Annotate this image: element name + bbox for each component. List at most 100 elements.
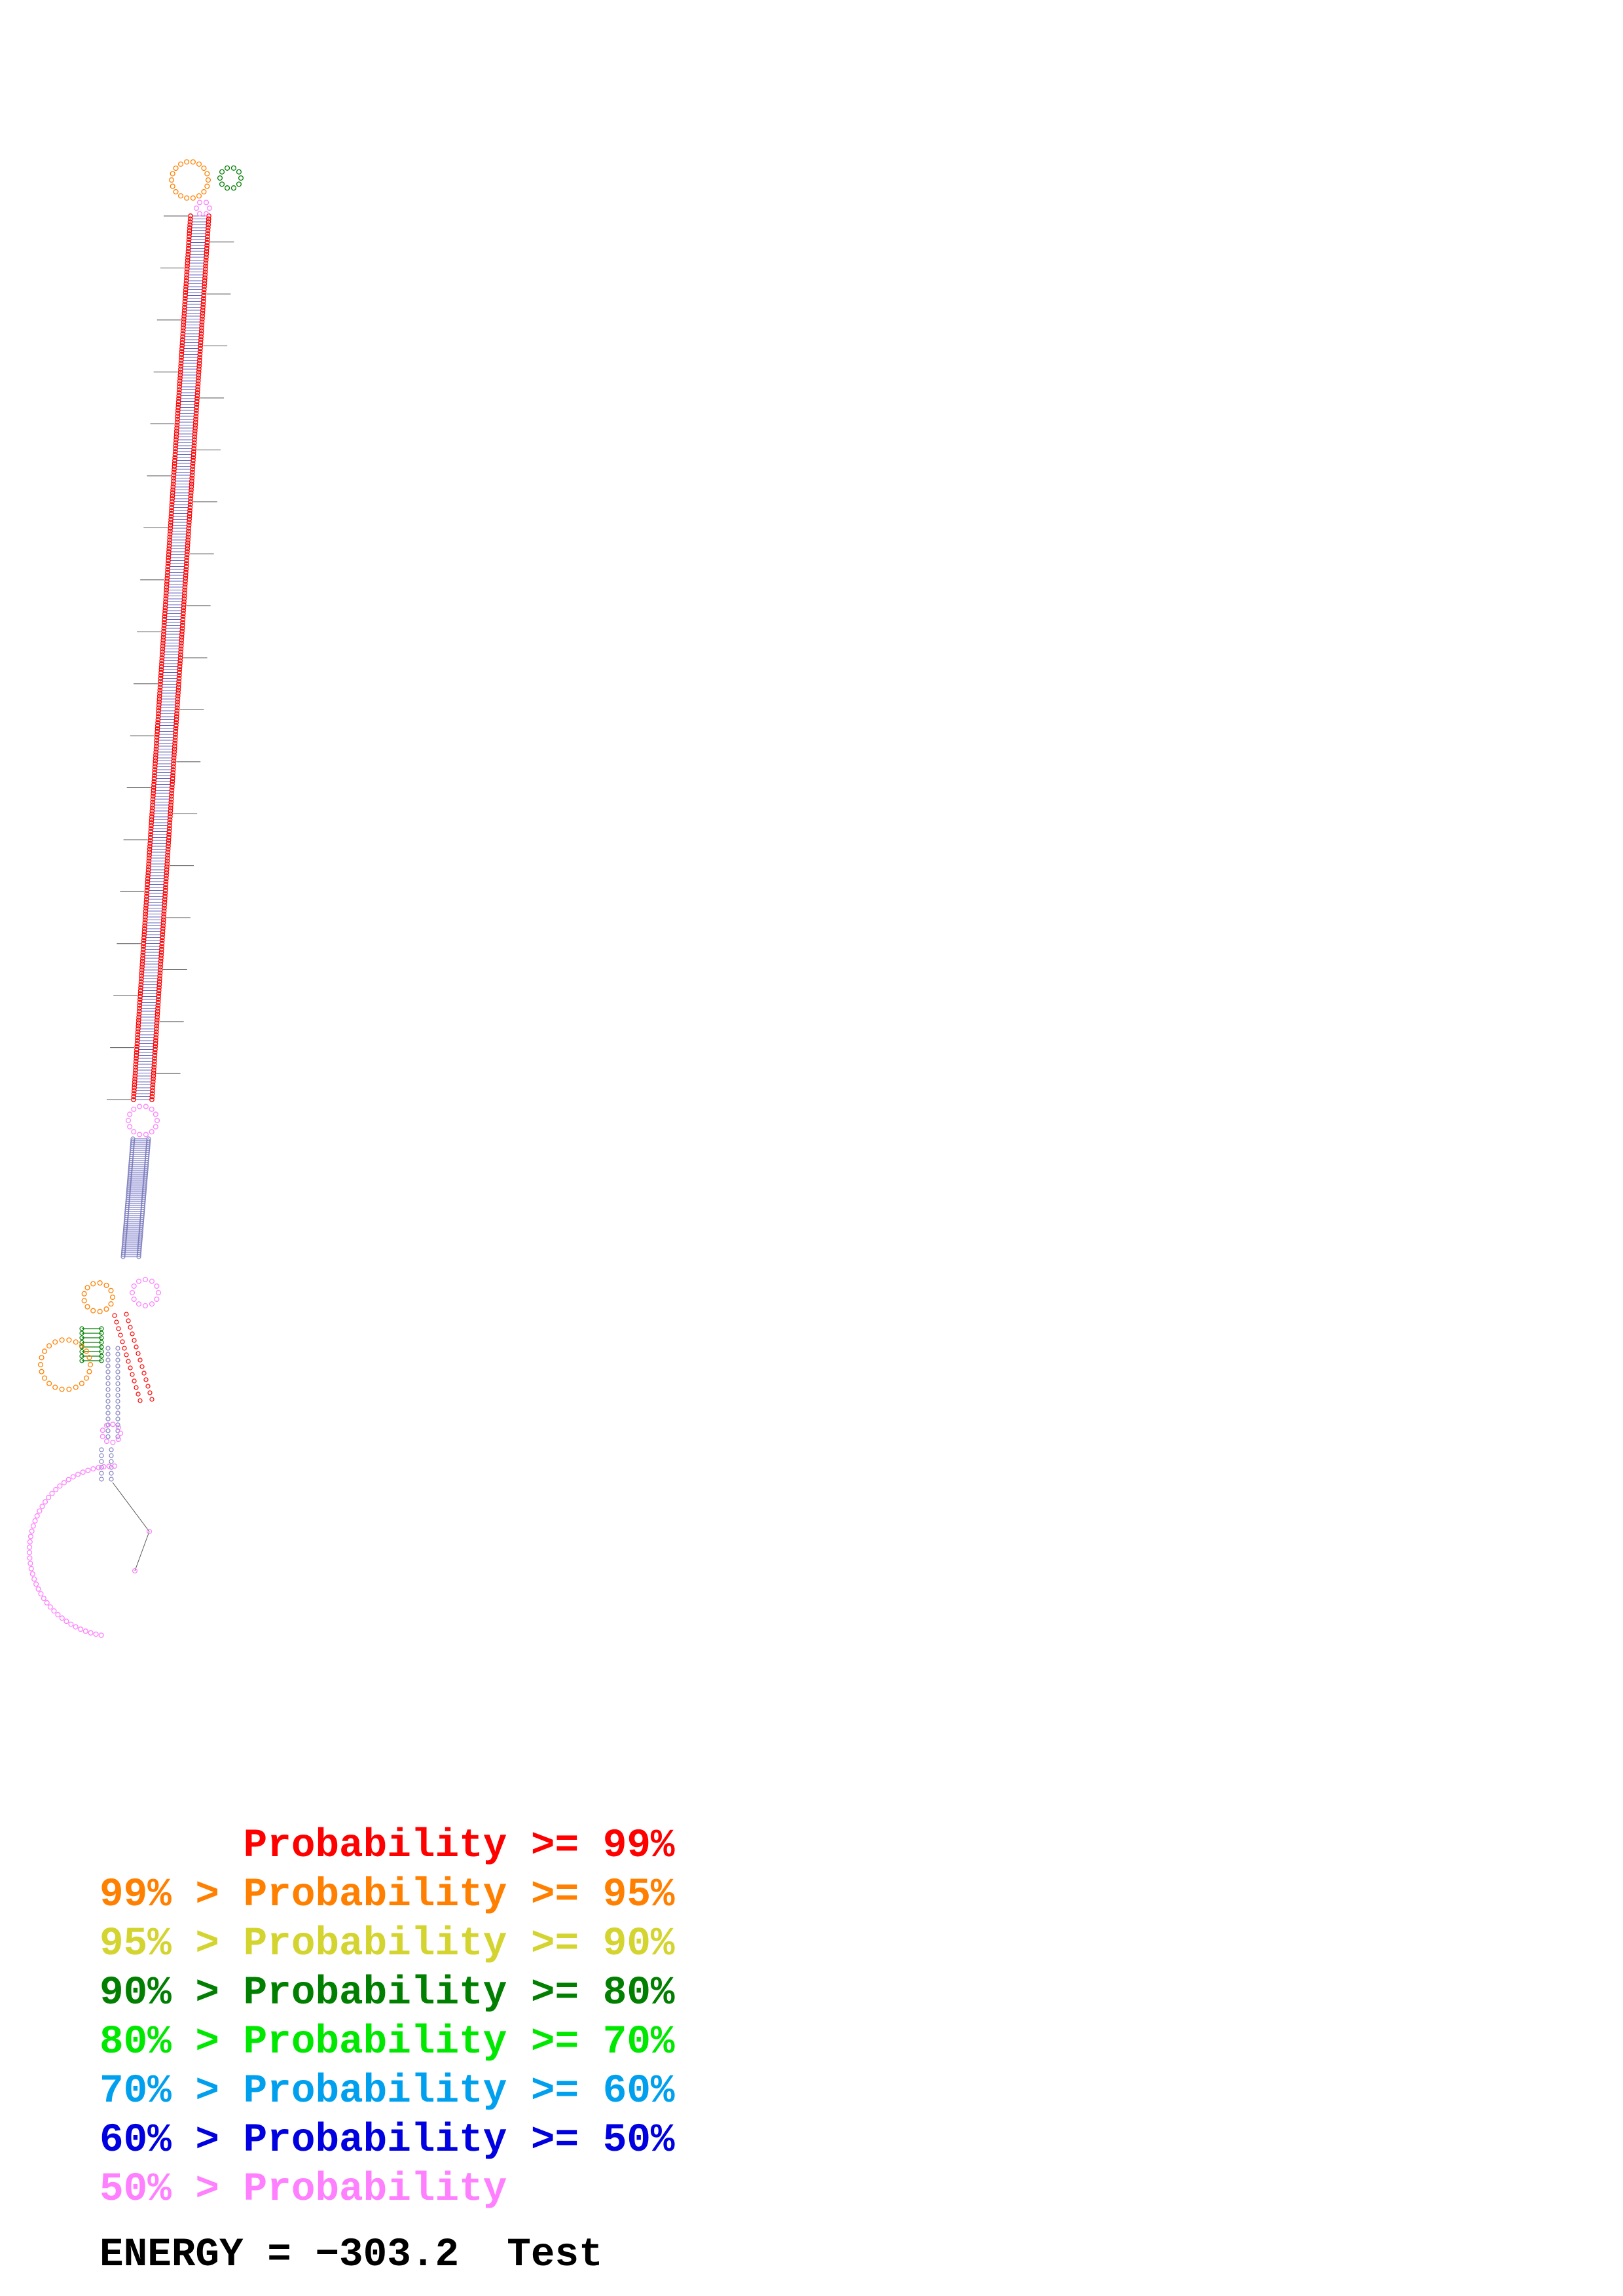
nucleotide-right — [155, 1003, 161, 1008]
nucleotide-left — [140, 952, 146, 958]
nucleotide-right — [204, 251, 210, 257]
nucleotide-right — [115, 1399, 120, 1404]
nucleotide-right — [172, 749, 177, 755]
nucleotide-right — [99, 1331, 104, 1336]
nucleotide-right — [168, 808, 173, 814]
nucleotide-right — [198, 346, 203, 351]
nucleotide-left — [164, 573, 170, 578]
nucleotide-left — [136, 1391, 141, 1397]
nucleotide-left — [139, 976, 144, 982]
nucleotide-left — [183, 287, 189, 293]
nucleotide-left — [162, 614, 168, 619]
nucleotide-left — [140, 956, 145, 961]
nucleotide-left — [141, 944, 146, 949]
multiloop-junction — [149, 1278, 155, 1284]
nucleotide-right — [171, 758, 177, 764]
exterior-loop-arc — [64, 1619, 69, 1624]
nucleotide-right — [196, 375, 201, 381]
nucleotide-left — [155, 732, 160, 737]
internal-loop-1 — [143, 1103, 149, 1109]
nucleotide-left — [132, 1082, 137, 1088]
nucleotide-left — [159, 658, 165, 664]
nucleotide-right — [185, 546, 191, 552]
nucleotide-left — [161, 622, 167, 628]
nucleotide-right — [115, 1410, 120, 1416]
branch-hairpin-2 — [59, 1337, 65, 1343]
nucleotide-left — [163, 593, 169, 599]
nucleotide-right — [200, 298, 206, 304]
nucleotide-left — [182, 302, 188, 307]
nucleotide-left — [175, 414, 181, 419]
nucleotide-left — [99, 1471, 104, 1476]
hairpin-loop-top — [184, 159, 190, 165]
nucleotide-right — [152, 1056, 157, 1061]
nucleotide-right — [180, 617, 186, 622]
nucleotide-right — [150, 1088, 155, 1094]
branch-hairpin-2 — [73, 1339, 79, 1345]
exterior-loop-arc — [37, 1508, 43, 1514]
nucleotide-right — [109, 1447, 114, 1452]
internal-loop-1 — [127, 1124, 133, 1130]
nucleotide-left — [132, 1070, 138, 1076]
internal-loop-1 — [131, 1106, 137, 1112]
nucleotide-left — [177, 384, 183, 389]
nucleotide-left — [168, 528, 173, 534]
branch-hairpin-2 — [46, 1380, 52, 1386]
nucleotide-right — [188, 496, 194, 501]
nucleotide-right — [164, 861, 170, 867]
nucleotide-right — [204, 249, 210, 254]
nucleotide-right — [151, 1064, 157, 1070]
nucleotide-right — [168, 811, 173, 817]
nucleotide-right — [153, 1044, 158, 1049]
nucleotide-right — [170, 776, 175, 781]
nucleotide-right — [159, 944, 164, 949]
nucleotide-left — [99, 1447, 104, 1452]
nucleotide-left — [159, 661, 164, 666]
nucleotide-left — [150, 802, 155, 808]
nucleotide-right — [153, 1035, 158, 1041]
hairpin-loop-top-small — [230, 185, 236, 191]
nucleotide-left — [162, 602, 168, 607]
nucleotide-left — [173, 437, 179, 442]
nucleotide-right — [115, 1346, 120, 1351]
nucleotide-right — [188, 499, 193, 505]
nucleotide-right — [191, 449, 196, 454]
nucleotide-right — [185, 540, 191, 546]
nucleotide-right — [199, 325, 204, 331]
nucleotide-right — [153, 1032, 159, 1037]
nucleotide-left — [159, 655, 165, 660]
branch-hairpin-1 — [97, 1280, 103, 1286]
nucleotide-left — [170, 490, 175, 495]
nucleotide-left — [139, 964, 145, 970]
nucleotide-left — [161, 626, 167, 631]
nucleotide-right — [172, 734, 178, 740]
nucleotide-left — [170, 493, 175, 499]
nucleotide-left — [187, 231, 192, 236]
nucleotide-left — [105, 1381, 111, 1386]
nucleotide-right — [161, 911, 167, 917]
nucleotide-left — [156, 702, 162, 708]
nucleotide-left — [139, 970, 145, 976]
nucleotide-left — [136, 1020, 141, 1026]
nucleotide-right — [155, 1011, 160, 1017]
exterior-loop-arc — [34, 1513, 40, 1519]
nucleotide-left — [169, 502, 175, 507]
nucleotide-left — [135, 1032, 141, 1037]
internal-loop-1 — [149, 1129, 155, 1135]
nucleotide-left — [142, 917, 148, 923]
multiloop-junction — [155, 1289, 162, 1296]
nucleotide-left — [187, 234, 192, 240]
nucleotide-right — [184, 555, 190, 560]
nucleotide-right — [168, 805, 173, 811]
branch-hairpin-2 — [59, 1386, 65, 1392]
nucleotide-right — [202, 269, 208, 275]
nucleotide-right — [191, 446, 196, 452]
nucleotide-right — [206, 222, 211, 228]
nucleotide-left — [178, 367, 183, 372]
multiloop-junction — [129, 1289, 136, 1296]
exterior-loop-arc — [88, 1630, 94, 1636]
nucleotide-right — [194, 402, 200, 407]
nucleotide-left — [187, 228, 192, 234]
branch-hairpin-1 — [103, 1282, 109, 1288]
nucleotide-left — [162, 617, 168, 622]
